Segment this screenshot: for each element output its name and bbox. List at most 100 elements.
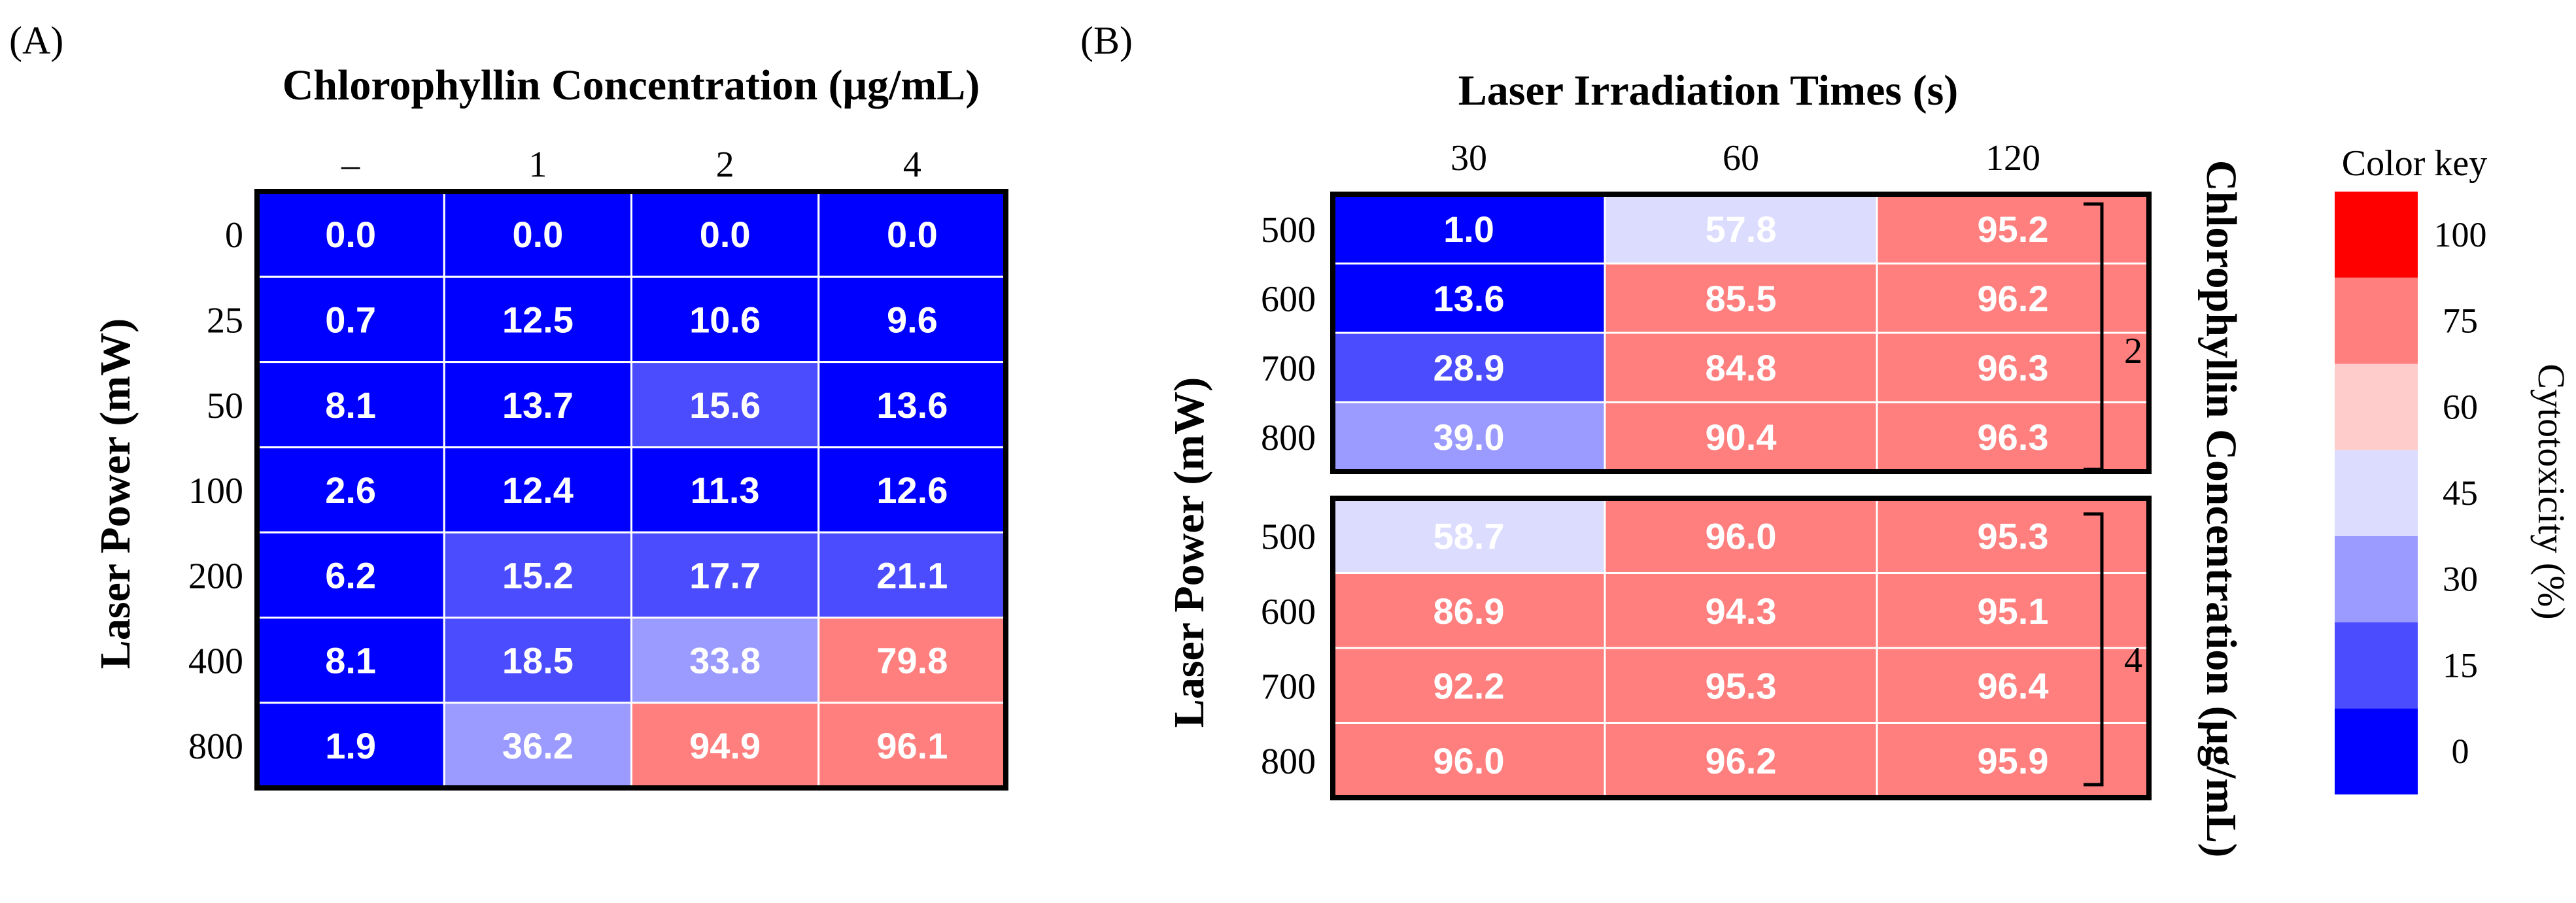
panel-a-cell-label: 0.0 xyxy=(700,214,751,255)
group-bracket-bottom xyxy=(2084,512,2104,787)
panel-a-cell-label: 8.1 xyxy=(325,384,376,426)
panel-b-group2-cell-label: 96.2 xyxy=(1706,740,1777,781)
color-key-tick: 30 xyxy=(2443,560,2478,599)
color-key-bin xyxy=(2335,708,2418,794)
panel-a-x-tick: 1 xyxy=(528,145,547,185)
panel-a-frame xyxy=(254,189,1008,791)
color-key-tick: 100 xyxy=(2434,215,2487,254)
panel-a-cell-label: 36.2 xyxy=(502,725,574,766)
panel-a-cell xyxy=(256,702,445,789)
panel-b-group2-cell-label: 86.9 xyxy=(1434,590,1505,632)
panel-a-cell-label: 2.6 xyxy=(325,469,376,511)
panel-b-group1-cell-label: 96.3 xyxy=(1978,417,2049,458)
panel-b-group1-cell xyxy=(1331,401,1606,473)
panel-b-y-tick: 800 xyxy=(1261,741,1316,782)
panel-a-cell-label: 0.0 xyxy=(887,214,938,255)
panel-a-cell-label: 33.8 xyxy=(689,640,761,681)
panel-a-cell-label: 15.2 xyxy=(502,554,574,596)
panel-a-cell-label: 11.3 xyxy=(691,469,760,511)
panel-a-cell xyxy=(630,702,820,789)
panel-a-cell xyxy=(443,617,632,704)
panel-a-cell-label: 8.1 xyxy=(325,640,376,681)
panel-b-group1-cell-label: 13.6 xyxy=(1434,278,1505,319)
panel-b-group2-cell-label: 96.0 xyxy=(1706,515,1777,556)
color-key-tick: 0 xyxy=(2452,732,2469,771)
panel-a-cell-label: 79.8 xyxy=(876,640,948,681)
panel-b-group2-cell-label: 95.3 xyxy=(1706,665,1777,706)
panel-b-y-tick: 600 xyxy=(1261,279,1316,320)
panel-a-cell-label: 12.6 xyxy=(876,469,948,511)
panel-b-group2-cell xyxy=(1876,722,2150,799)
group-label-bottom: 4 xyxy=(2124,640,2142,681)
panel-a-cell-label: 13.6 xyxy=(876,384,948,426)
panel-b-group1-cell-label: 85.5 xyxy=(1706,278,1777,319)
panel-b-group1-cell-label: 95.2 xyxy=(1978,209,2049,250)
panel-a-y-ticks: 0 25 50 100 200 400 800 xyxy=(188,215,243,767)
panel-b: Laser Irradiation Times (s) 30 60 120 500 6… xyxy=(1165,67,2245,857)
panel-a-y-tick: 0 xyxy=(225,215,243,256)
panel-b-group2-cell-label: 58.7 xyxy=(1434,515,1505,556)
panel-a-y-tick: 400 xyxy=(188,641,243,682)
panel-a-cell xyxy=(630,617,820,704)
panel-b-x-ticks: 30 60 120 xyxy=(1451,138,2040,179)
panel-a-y-tick: 25 xyxy=(207,300,243,341)
panel-a-cell-label: 15.6 xyxy=(689,384,761,426)
panel-b-group1-cell-label: 28.9 xyxy=(1434,347,1505,388)
panel-a-y-tick: 200 xyxy=(188,556,243,596)
panel-b-group2-cell-label: 94.3 xyxy=(1706,590,1777,632)
panel-b-right-title: Chlorophyllin Concentration (μg/mL) xyxy=(2197,160,2245,858)
panel-a-cell-label: 13.7 xyxy=(502,384,574,426)
panel-a: Chlorophyllin Concentration (μg/mL) – 1 2 4… xyxy=(92,61,1008,791)
panel-b-y-tick: 500 xyxy=(1261,517,1316,557)
panel-a-y-tick: 100 xyxy=(188,471,243,511)
panel-a-label: (A) xyxy=(9,19,63,62)
color-key-bin xyxy=(2335,622,2418,709)
panel-a-cell-label: 96.1 xyxy=(876,725,948,766)
panel-a-cell xyxy=(817,702,1007,789)
panel-b-group2-cell xyxy=(1604,572,1878,649)
panel-b-group1-cell xyxy=(1331,193,1606,265)
color-key-bin xyxy=(2335,277,2418,364)
panel-b-group2-cell xyxy=(1331,647,1606,724)
panel-a-cell-label: 94.9 xyxy=(689,725,761,766)
color-key-tick: 45 xyxy=(2443,473,2478,513)
color-key-bin xyxy=(2335,536,2418,622)
color-key-tick: 60 xyxy=(2443,387,2478,426)
panel-b-y-tick: 600 xyxy=(1261,592,1316,632)
panel-b-group1-cell-label: 90.4 xyxy=(1706,417,1777,458)
panel-b-x-tick: 120 xyxy=(1985,138,2040,179)
panel-b-y-tick: 700 xyxy=(1261,666,1316,707)
panel-a-cell xyxy=(256,190,445,278)
panel-a-cell-label: 12.4 xyxy=(502,469,574,511)
panel-a-cell-label: 0.7 xyxy=(325,299,376,340)
panel-b-title: Laser Irradiation Times (s) xyxy=(1458,67,1959,114)
panel-a-cell-label: 9.6 xyxy=(887,299,938,340)
panel-b-group2-cell-label: 92.2 xyxy=(1434,665,1505,706)
panel-b-group2-cell xyxy=(1604,647,1878,724)
panel-b-group2-cell xyxy=(1876,572,2150,649)
panel-a-x-ticks: – 1 2 4 xyxy=(341,145,921,185)
panel-a-cell xyxy=(443,531,632,619)
group-bracket-top xyxy=(2084,202,2104,471)
panel-a-cell xyxy=(256,617,445,704)
color-key-bin xyxy=(2335,450,2418,536)
panel-a-cell xyxy=(443,190,632,278)
panel-a-x-tick: – xyxy=(341,145,360,185)
panel-a-cell-label: 17.7 xyxy=(689,554,761,596)
panel-a-cell-label: 18.5 xyxy=(502,640,574,681)
panel-b-group2-cell xyxy=(1876,497,2150,574)
panel-b-group1-cell-label: 1.0 xyxy=(1443,209,1494,250)
panel-a-cell xyxy=(630,531,820,619)
panel-a-cell xyxy=(817,275,1007,364)
panel-a-cell xyxy=(817,531,1007,619)
panel-b-group2-cell-label: 95.3 xyxy=(1978,515,2049,556)
panel-b-group1-cell-label: 96.2 xyxy=(1978,278,2049,319)
panel-a-title: Chlorophyllin Concentration (μg/mL) xyxy=(283,61,980,109)
color-key: Color key 0 15 30 45 60 75 100 Cytotoxicity (%… xyxy=(2335,143,2573,794)
panel-a-cell xyxy=(817,446,1007,534)
panel-a-cell-label: 21.1 xyxy=(876,554,948,596)
color-key-tick: 75 xyxy=(2443,301,2478,341)
panel-a-cell xyxy=(443,446,632,534)
panel-b-group2-cell-label: 96.4 xyxy=(1978,665,2049,706)
group-label-top: 2 xyxy=(2124,331,2142,371)
